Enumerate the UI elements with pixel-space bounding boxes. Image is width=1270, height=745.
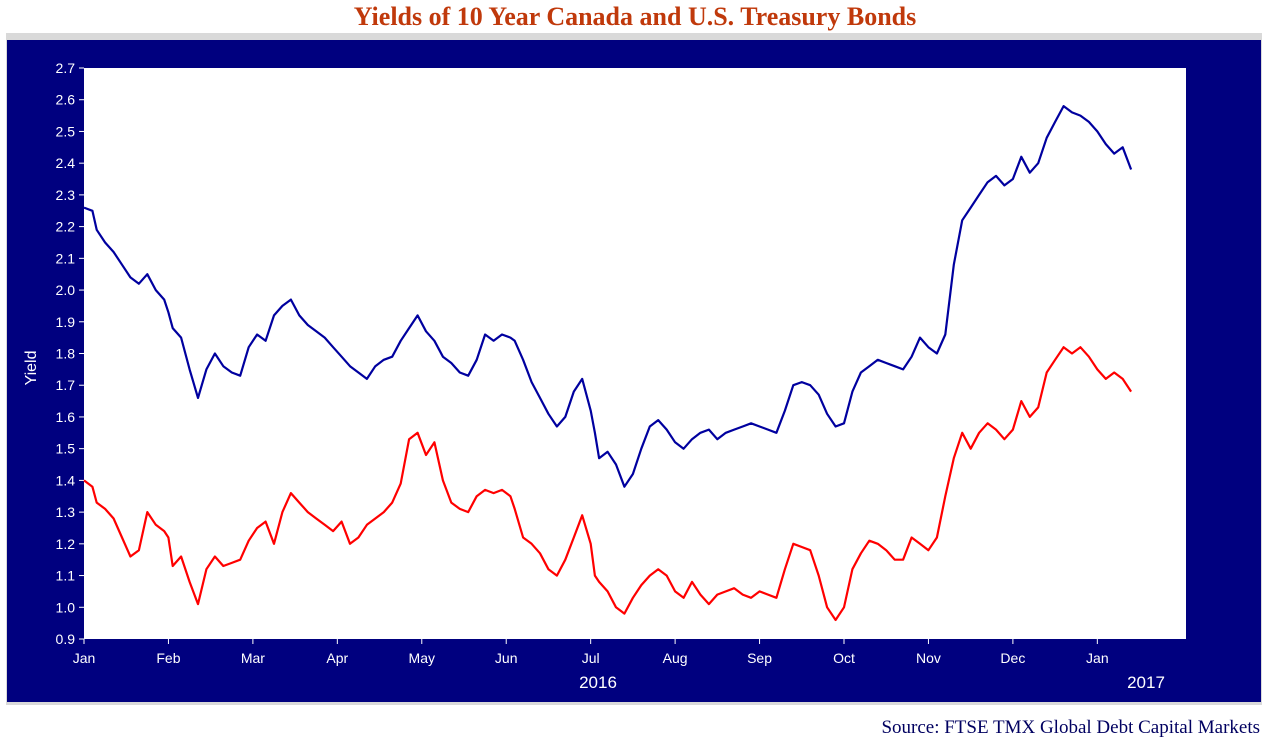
y-tick-label: 1.8 xyxy=(56,346,76,362)
y-tick-label: 1.1 xyxy=(56,568,76,584)
y-axis: 0.9 1.0 1.1 1.2 1.3 1.4 1.5 1.6 1.7 1.8 1.9 2.0 2.1 2… xyxy=(56,60,84,647)
chart-title: Yields of 10 Year Canada and U.S. Treasu… xyxy=(353,2,917,31)
x-tick-label: Dec xyxy=(1000,650,1025,666)
y-tick-label: 2.2 xyxy=(56,219,76,235)
x-tick-label: Mar xyxy=(241,650,265,666)
x-tick-label: Aug xyxy=(663,650,688,666)
year-label-2017: 2017 xyxy=(1127,673,1165,692)
x-tick-label: Apr xyxy=(326,650,348,666)
x-tick-label: Jan xyxy=(1086,650,1109,666)
plot-area xyxy=(84,68,1186,639)
x-tick-label: May xyxy=(409,650,435,666)
y-tick-label: 2.7 xyxy=(56,60,76,76)
x-tick-label: Nov xyxy=(916,650,941,666)
y-axis-label: Yield xyxy=(23,351,40,386)
y-tick-label: 0.9 xyxy=(56,631,76,647)
y-tick-label: 2.6 xyxy=(56,92,76,108)
y-tick-label: 1.3 xyxy=(56,504,76,520)
y-tick-label: 2.5 xyxy=(56,123,76,139)
y-tick-label: 1.4 xyxy=(56,472,76,488)
series-layer xyxy=(83,104,1133,622)
y-tick-label: 2.3 xyxy=(56,187,76,203)
y-tick-label: 2.0 xyxy=(56,282,76,298)
x-tick-label: Sep xyxy=(747,650,772,666)
year-label-2016: 2016 xyxy=(579,673,617,692)
x-tick-label: Oct xyxy=(833,650,855,666)
y-tick-label: 1.5 xyxy=(56,441,76,457)
x-tick-label: Jul xyxy=(582,650,600,666)
x-tick-label: Feb xyxy=(156,650,180,666)
y-tick-label: 1.6 xyxy=(56,409,76,425)
y-tick-label: 2.4 xyxy=(56,155,76,171)
x-tick-label: Jan xyxy=(73,650,96,666)
canada-bond-yield-line xyxy=(83,346,1133,622)
x-tick-label: Jun xyxy=(495,650,518,666)
y-tick-label: 1.2 xyxy=(56,536,76,552)
y-tick-label: 1.0 xyxy=(56,599,76,615)
y-tick-label: 2.1 xyxy=(56,250,76,266)
y-tick-label: 1.9 xyxy=(56,314,76,330)
x-axis: Jan Feb Mar Apr May Jun Jul Aug Sep Oct Nov Dec Jan xyxy=(73,639,1109,666)
source-note: Source: FTSE TMX Global Debt Capital Mar… xyxy=(881,717,1260,738)
us-treasury-yield-line xyxy=(83,104,1133,488)
y-tick-label: 1.7 xyxy=(56,377,76,393)
